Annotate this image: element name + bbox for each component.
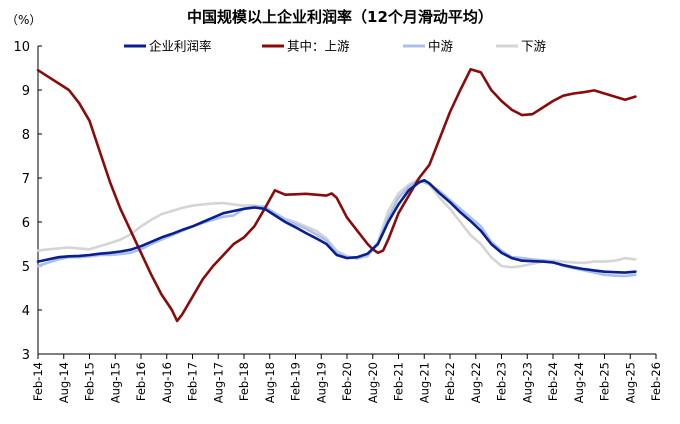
axes: 3 4 5 6 7 8 9 10 Feb-14 Aug-14 Feb-15 Aug-15 Feb-16 A… (13, 40, 663, 403)
x-tick-label: Aug-25 (623, 362, 637, 403)
legend-label: 中游 (428, 39, 454, 54)
y-tick-label: 5 (22, 260, 30, 275)
legend-label: 企业利润率 (149, 39, 212, 54)
y-tick-label: 10 (13, 40, 30, 55)
x-tick-label: Feb-25 (598, 362, 612, 401)
x-tick-label: Feb-14 (31, 362, 45, 401)
x-tick-label: Aug-15 (108, 362, 122, 403)
legend-label: 其中：上游 (287, 39, 350, 54)
y-tick-label: 4 (22, 304, 30, 319)
x-tick-label: Feb-26 (649, 362, 663, 401)
x-tick-label: Feb-15 (83, 362, 97, 401)
x-tick-label: Feb-17 (186, 362, 200, 401)
x-tick-label: Aug-24 (572, 362, 586, 403)
x-tick-label: Feb-16 (134, 362, 148, 401)
x-tick-label: Feb-18 (237, 362, 251, 401)
x-tick-label: Feb-19 (289, 362, 303, 401)
chart-title: 中国规模以上企业利润率（12个月滑动平均） (187, 8, 493, 26)
y-tick-label: 6 (22, 216, 30, 231)
series-lines (36, 68, 637, 323)
y-tick-label: 8 (22, 128, 30, 143)
x-tick-label: Aug-19 (314, 362, 328, 403)
x-tick-label: Feb-20 (340, 362, 354, 401)
series-line-1 (36, 68, 637, 323)
x-tick-label: Aug-18 (263, 362, 277, 403)
x-tick-label: Feb-22 (443, 362, 457, 401)
x-tick-label: Aug-20 (366, 362, 380, 403)
x-tick-label: Feb-24 (546, 362, 560, 401)
y-tick-label: 9 (22, 84, 30, 99)
x-tick-label: Aug-14 (57, 362, 71, 403)
x-tick-label: Aug-16 (160, 362, 174, 403)
x-tick-label: Aug-21 (417, 362, 431, 403)
series-line-2 (36, 178, 637, 278)
y-unit-label: （%） (6, 13, 41, 27)
y-tick-label: 3 (22, 348, 30, 363)
x-tick-label: Feb-21 (392, 362, 406, 401)
x-tick-label: Aug-17 (211, 362, 225, 403)
x-tick-label: Feb-23 (495, 362, 509, 401)
series-line-0 (36, 178, 637, 274)
y-tick-label: 7 (22, 172, 30, 187)
series-line-3 (36, 177, 637, 269)
legend: 企业利润率 其中：上游 中游 下游 (124, 39, 547, 54)
legend-label: 下游 (521, 39, 547, 54)
x-tick-label: Aug-23 (520, 362, 534, 403)
x-tick-label: Aug-22 (469, 362, 483, 403)
